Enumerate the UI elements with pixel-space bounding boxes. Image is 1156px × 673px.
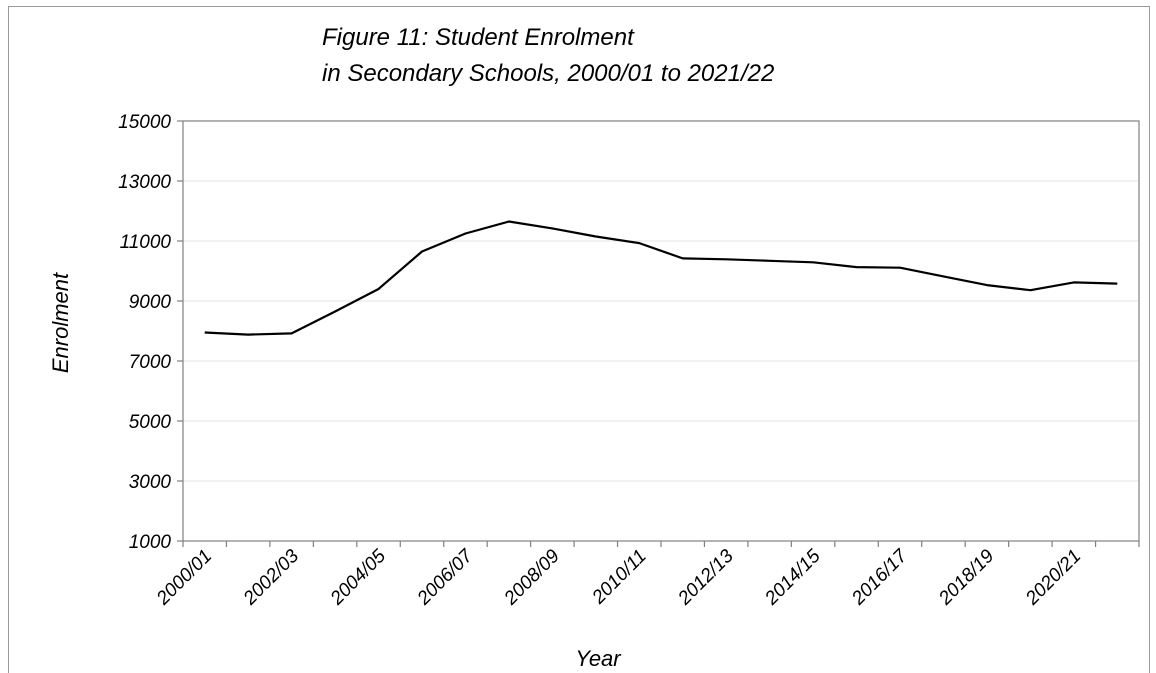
y-tick-label: 11000 <box>120 232 172 253</box>
data-point <box>811 260 815 264</box>
enrolment-line <box>204 220 1118 336</box>
x-tick-label: 2010/11 <box>588 546 651 609</box>
data-point <box>246 333 250 337</box>
y-tick-label: 15000 <box>118 112 171 133</box>
x-axis: 2000/01 2002/03 2004/05 2006/07 2008/09 2010/… <box>152 541 1140 610</box>
x-tick-label: 2006/07 <box>413 545 478 610</box>
data-point <box>420 250 424 254</box>
data-point <box>550 226 554 230</box>
y-tick-label: 3000 <box>129 472 172 493</box>
x-tick-label: 2016/17 <box>847 545 912 610</box>
data-point <box>1115 282 1119 286</box>
x-tick-label: 2000/01 <box>152 546 216 610</box>
x-tick-label: 2014/15 <box>761 545 825 609</box>
chart-title-line-1: Figure 11: Student Enrolment <box>322 24 635 51</box>
data-point <box>855 265 859 269</box>
data-point <box>941 274 945 278</box>
x-tick-label: 2012/13 <box>674 545 738 609</box>
y-tick-label: 7000 <box>129 352 172 373</box>
x-tick-label: 2004/05 <box>326 545 390 609</box>
data-point <box>463 232 467 236</box>
data-point <box>681 256 685 260</box>
data-point <box>594 235 598 239</box>
data-point <box>507 220 511 224</box>
x-tick-label: 2002/03 <box>239 545 303 609</box>
data-point <box>985 283 989 287</box>
data-point <box>290 331 294 335</box>
x-axis-title: Year <box>575 646 622 671</box>
y-tick-label: 13000 <box>118 172 171 193</box>
chart-border <box>8 6 1150 673</box>
y-axis-title: Enrolment <box>48 272 73 373</box>
y-tick-label: 9000 <box>129 292 172 313</box>
data-point <box>768 259 772 263</box>
data-point <box>1072 280 1076 284</box>
data-point <box>724 257 728 261</box>
data-point <box>333 310 337 314</box>
y-axis: 1000 3000 5000 7000 9000 11000 13000 15000 <box>118 112 183 553</box>
x-tick-label: 2018/19 <box>934 545 998 609</box>
data-point <box>1028 288 1032 292</box>
data-point <box>637 241 641 245</box>
gridlines <box>183 180 1139 482</box>
data-points <box>203 220 1120 337</box>
x-tick-label: 2008/09 <box>500 545 564 609</box>
x-tick-label: 2020/21 <box>1021 546 1085 610</box>
plot-area <box>182 120 1140 542</box>
data-point <box>377 287 381 291</box>
data-point <box>898 266 902 270</box>
y-tick-label: 5000 <box>129 412 172 433</box>
chart-title-line-2: in Secondary Schools, 2000/01 to 2021/22 <box>322 60 774 87</box>
data-point <box>203 331 207 335</box>
y-tick-label: 1000 <box>129 532 172 553</box>
